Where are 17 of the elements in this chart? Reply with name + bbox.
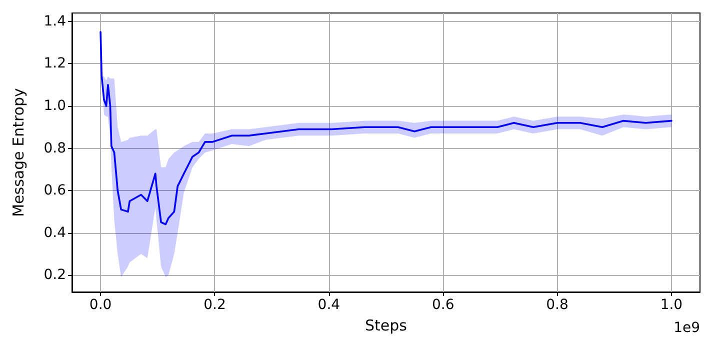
x-tick-label: 0.8 bbox=[546, 297, 568, 313]
y-tick-label: 0.8 bbox=[44, 140, 66, 156]
y-tick-label: 0.4 bbox=[44, 224, 66, 241]
x-tick-label: 0.2 bbox=[204, 297, 226, 313]
x-tick-label: 1.0 bbox=[660, 297, 683, 313]
y-tick-label: 1.0 bbox=[44, 98, 66, 114]
y-tick-label: 0.6 bbox=[44, 182, 66, 199]
y-tick-label: 1.2 bbox=[44, 56, 66, 72]
text: 1e9 bbox=[674, 320, 700, 336]
x-axis-title: Steps bbox=[365, 316, 408, 334]
y-tick-label: 1.4 bbox=[44, 13, 66, 30]
x-tick-label: 0.0 bbox=[89, 297, 112, 313]
line-series bbox=[100, 31, 672, 226]
x-tick-label: 0.4 bbox=[318, 297, 340, 313]
x-tick-label: 0.6 bbox=[432, 297, 454, 313]
y-axis-title: Message Entropy bbox=[10, 88, 28, 217]
y-tick-label: 0.2 bbox=[44, 267, 66, 284]
